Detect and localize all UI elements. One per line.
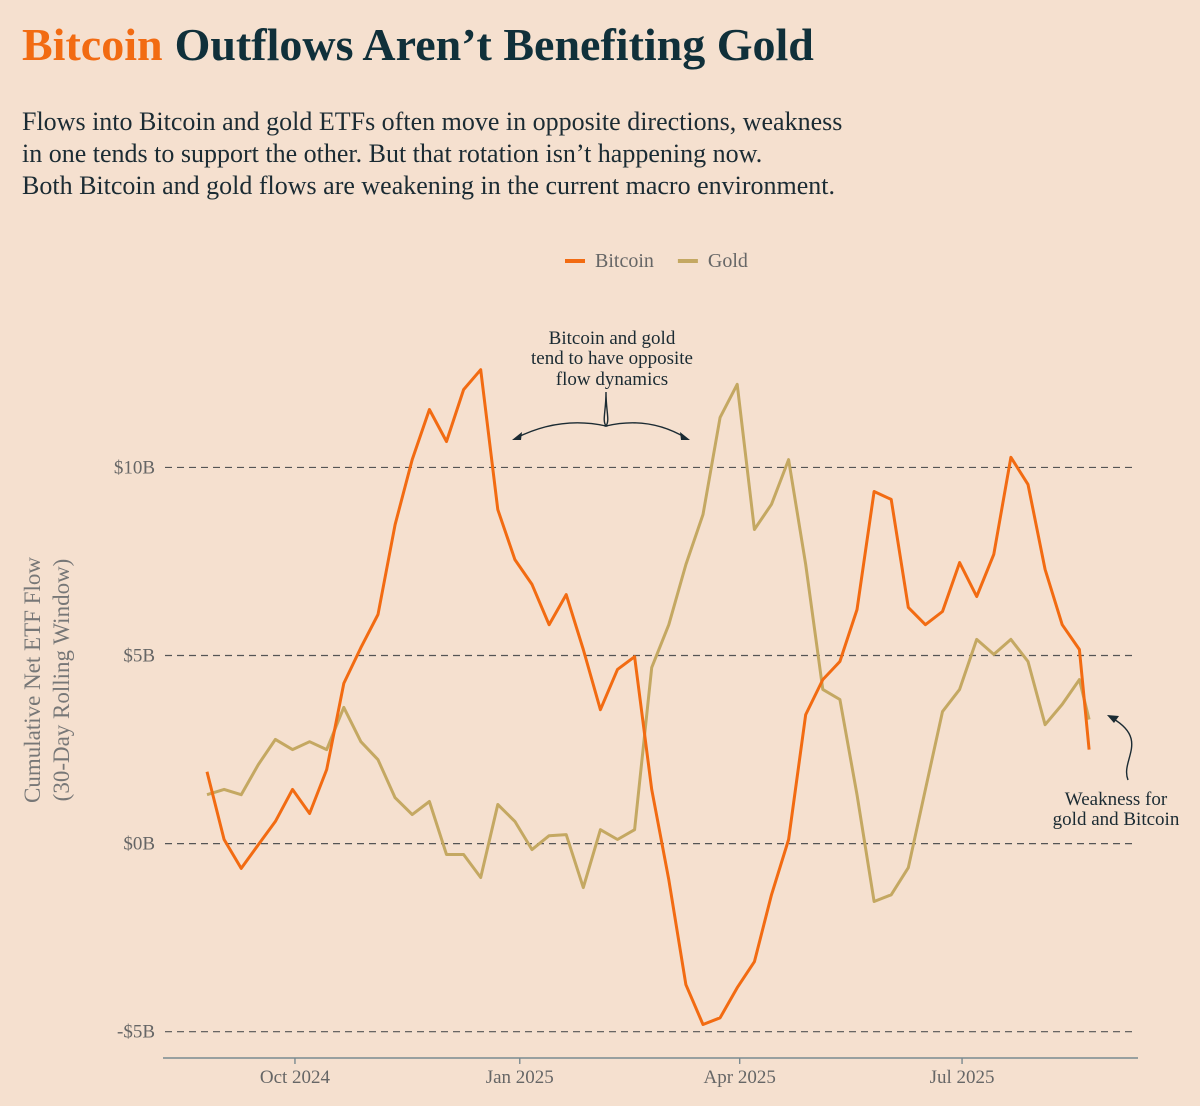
subtitle-line: in one tends to support the other. But t… — [22, 139, 762, 168]
subtitle-line: Flows into Bitcoin and gold ETFs often m… — [22, 107, 842, 136]
series-line — [206, 382, 1091, 903]
annotation-line: gold and Bitcoin — [1053, 809, 1180, 830]
annotation-brace — [515, 391, 687, 439]
title-rest: Outflows Aren’t Benefiting Gold — [175, 19, 815, 70]
annotation-line: flow dynamics — [556, 369, 668, 390]
y-axis-label-line: (30-Day Rolling Window) — [49, 559, 74, 802]
legend-label: Gold — [708, 250, 748, 272]
x-tick-label: Jan 2025 — [486, 1067, 554, 1088]
series-line — [205, 368, 1091, 1026]
y-tick-label: $0B — [123, 834, 155, 855]
y-tick-label: $5B — [123, 646, 155, 667]
annotation-line: Weakness for — [1065, 789, 1168, 810]
annotation-line: Bitcoin and gold — [549, 328, 676, 349]
x-tick-label: Apr 2025 — [704, 1067, 776, 1088]
title-highlight: Bitcoin — [22, 19, 163, 70]
y-axis-label-line: Cumulative Net ETF Flow — [20, 557, 45, 803]
y-tick-label: -$5B — [117, 1022, 155, 1043]
y-axis-label: Cumulative Net ETF Flow (30-Day Rolling … — [20, 557, 74, 803]
annotation-arrowhead — [1107, 715, 1119, 723]
subtitle-line: Both Bitcoin and gold flows are weakenin… — [22, 171, 835, 200]
legend-label: Bitcoin — [595, 250, 654, 272]
chart-title: Bitcoin Outflows Aren’t Benefiting Gold — [22, 19, 814, 70]
annotation-arrow — [1111, 717, 1133, 781]
x-tick-label: Oct 2024 — [260, 1067, 331, 1088]
x-tick-label: Jul 2025 — [930, 1067, 995, 1088]
annotation-line: tend to have opposite — [531, 348, 693, 369]
y-tick-label: $10B — [114, 457, 155, 478]
